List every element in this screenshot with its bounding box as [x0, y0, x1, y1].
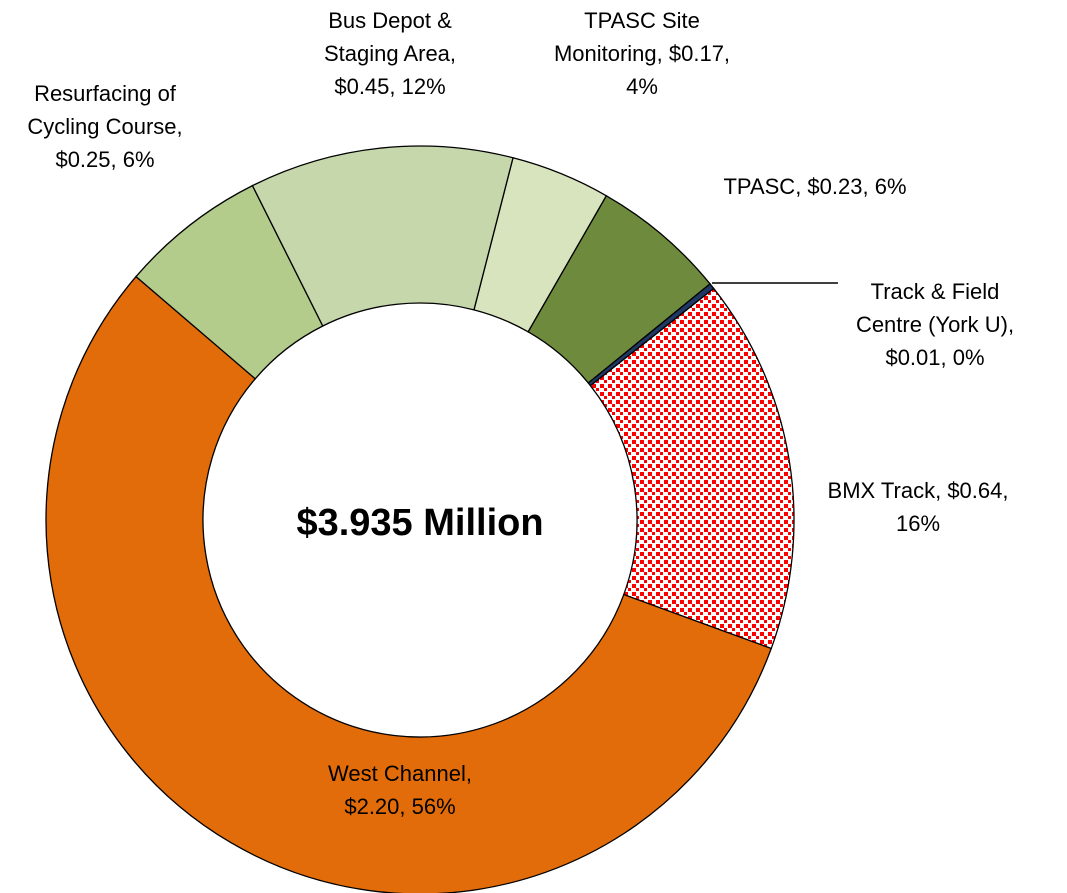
- data-label: Resurfacing of: [34, 81, 177, 106]
- data-label: TPASC Site: [584, 8, 700, 33]
- data-label: Bus Depot &: [328, 8, 452, 33]
- data-label: Track & Field: [871, 279, 1000, 304]
- slice: [589, 287, 795, 650]
- data-label: 4%: [626, 74, 658, 99]
- data-label: $0.01, 0%: [885, 345, 984, 370]
- data-label: $0.45, 12%: [334, 74, 445, 99]
- data-label: Cycling Course,: [27, 114, 182, 139]
- data-label: BMX Track, $0.64,: [828, 478, 1009, 503]
- slice: [251, 145, 514, 327]
- data-label: Centre (York U),: [856, 312, 1014, 337]
- data-label: Monitoring, $0.17,: [554, 41, 730, 66]
- data-label: Staging Area,: [324, 41, 456, 66]
- center-label: $3.935 Million: [296, 502, 543, 544]
- data-label: West Channel,: [328, 761, 472, 786]
- slices: [45, 145, 795, 893]
- slice: [45, 275, 773, 893]
- data-label: $0.25, 6%: [55, 147, 154, 172]
- data-label: $2.20, 56%: [344, 794, 455, 819]
- data-label: TPASC, $0.23, 6%: [723, 174, 906, 199]
- data-label: 16%: [896, 511, 940, 536]
